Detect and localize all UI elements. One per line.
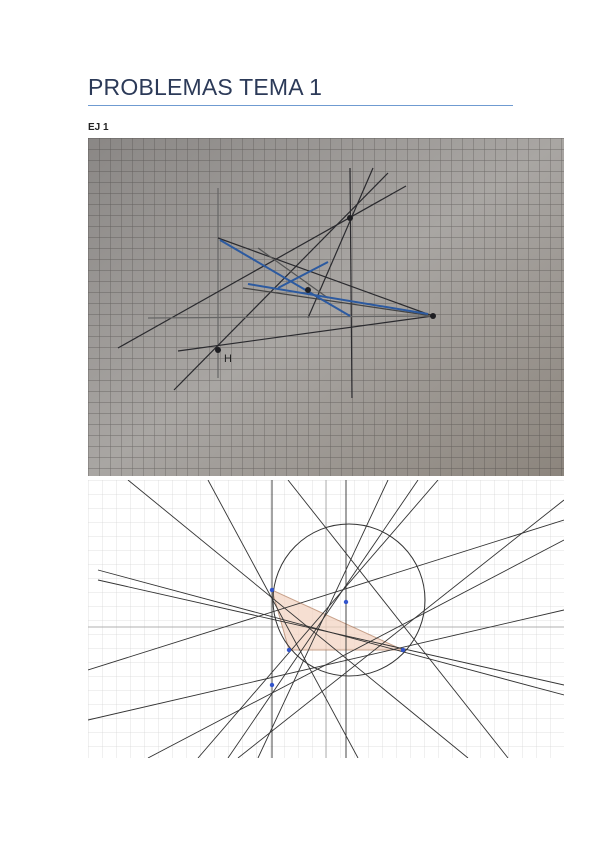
title-rule <box>88 105 513 106</box>
geometry-figure <box>88 480 564 758</box>
page-title: PROBLEMAS TEMA 1 <box>88 74 323 100</box>
photo: H <box>88 138 564 476</box>
photo-label: H <box>224 353 232 365</box>
section-label: EJ 1 <box>88 122 109 133</box>
